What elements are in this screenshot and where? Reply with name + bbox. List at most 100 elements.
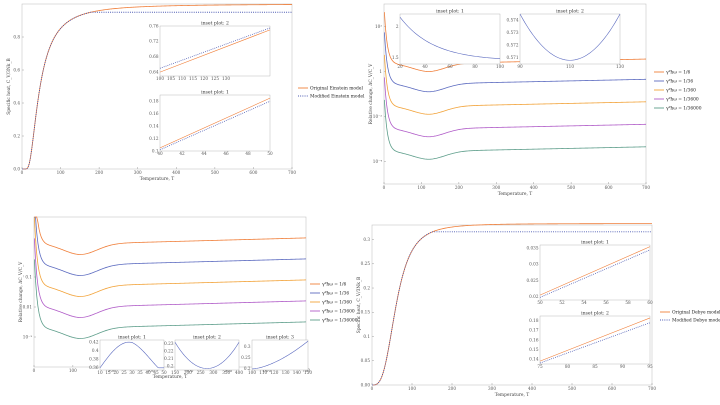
legend-label: γ²ħω = 1/36000 <box>666 106 702 112</box>
inset-x-tick: 150 <box>304 370 312 375</box>
series-line <box>22 4 292 170</box>
x-axis-label: Temperature, T <box>498 192 533 197</box>
inset-x-tick: 56 <box>603 300 609 305</box>
inset-x-tick: 150 <box>171 370 179 375</box>
y-tick-label: 0.0 <box>13 166 20 171</box>
inset-x-tick: 40 <box>145 370 151 375</box>
inset-plot-2: inset plot: 2 90 110 130 0.571 0.572 0.573 0.57… <box>507 9 625 70</box>
inset-x-tick: 52 <box>559 300 565 305</box>
inset-plot-2: inset plot: 2 75 80 85 90 95 0.14 0.15 0.16 0.17 0… <box>529 311 653 370</box>
inset-x-tick: 120 <box>200 76 208 81</box>
inset-y-tick: 0.21 <box>164 356 174 361</box>
x-tick-label: 200 <box>108 368 116 373</box>
inset-frame <box>519 13 621 65</box>
inset-x-tick: 115 <box>189 76 197 81</box>
legend-label: γ²ħω = 1/6 <box>666 70 691 76</box>
y-tick-label: 0.2 <box>363 285 370 290</box>
inset-y-tick: 0.76 <box>149 23 159 28</box>
x-tick-label: 100 <box>417 185 425 190</box>
legend-entry: γ²ħω = 1/36 <box>310 291 349 297</box>
inset-frame <box>539 244 651 301</box>
x-tick-label: 300 <box>492 185 500 190</box>
x-axis-label: Temperature, T <box>140 177 175 182</box>
inset-x-tick: 48 <box>245 151 251 156</box>
inset-x-tick: 400 <box>235 370 243 375</box>
inset-x-tick: 40 <box>157 151 163 156</box>
inset-x-tick: 110 <box>259 370 267 375</box>
legend-label: γ²ħω = 1/36000 <box>322 318 358 324</box>
inset-line <box>159 100 271 151</box>
panel-ratio-top: 0 100 200 300 400 500 600 700 Temperature, T 10⁻⁴… <box>369 3 702 198</box>
x-tick-label: 300 <box>147 368 155 373</box>
x-tick-label: 400 <box>530 185 538 190</box>
x-tick-label: 200 <box>455 185 463 190</box>
inset-y-tick: 0.64 <box>149 69 159 74</box>
legend-entry: Modified Debye model <box>660 319 720 324</box>
inset-y-tick: 0.02 <box>529 294 539 299</box>
inset-title: inset plot: 1 <box>436 9 464 15</box>
legend-entry: Modified Einstein model <box>298 95 365 100</box>
inset-line <box>159 29 271 73</box>
inset-x-tick: 10 <box>97 370 103 375</box>
inset-line <box>539 317 651 362</box>
ratio-top-plot: 0 100 200 300 400 500 600 700 Temperature, T 10⁻⁴… <box>369 9 702 198</box>
x-tick-label: 100 <box>57 170 65 175</box>
inset-y-tick: 0.035 <box>527 246 539 251</box>
legend-label: γ²ħω = 1/36 <box>666 79 693 85</box>
inset-x-tick: 350 <box>222 370 230 375</box>
y-tick-label: 0.8 <box>13 34 20 39</box>
inset-title: inset plot: 2 <box>556 9 584 15</box>
inset-plot-1: inset plot: 1 50 52 54 56 58 60 0.02 0.025 0.03 0.… <box>527 240 653 306</box>
inset-x-tick: 140 <box>293 370 301 375</box>
y-tick-label: 0.2 <box>13 133 20 138</box>
x-tick-label: 0 <box>33 368 36 373</box>
inset-plot-2: inset plot: 2 150 200 250 300 350 400 0.2 0.21 0.… <box>164 335 243 376</box>
legend-entry: γ²ħω = 1/3600 <box>310 309 355 315</box>
x-tick-label: 500 <box>211 170 219 175</box>
inset-y-tick: 0.4 <box>92 348 99 353</box>
x-tick-label: 700 <box>642 185 650 190</box>
x-tick-label: 600 <box>608 386 616 391</box>
inset-x-tick: 46 <box>223 151 229 156</box>
inset-x-tick: 90 <box>620 364 626 369</box>
x-tick-label: 500 <box>224 368 232 373</box>
inset-x-tick: 125 <box>211 76 219 81</box>
x-tick-label: 600 <box>605 185 613 190</box>
x-tick-label: 200 <box>95 170 103 175</box>
inset-x-tick: 85 <box>592 364 598 369</box>
inset-curve <box>399 16 501 59</box>
panel-debye: 0 100 200 300 400 500 600 700 Temperature, T 0.00… <box>357 223 720 398</box>
inset-x-tick: 44 <box>201 151 207 156</box>
legend-entry: Original Einstein model <box>298 87 363 92</box>
series-line <box>34 216 307 276</box>
inset-x-tick: 45 <box>153 370 159 375</box>
inset-title: inset plot: 1 <box>581 240 609 246</box>
inset-y-tick: 0.72 <box>149 39 159 44</box>
x-tick-label: 500 <box>568 386 576 391</box>
x-tick-label: 400 <box>528 386 536 391</box>
inset-y-tick: 0.25 <box>241 355 251 360</box>
legend-label: Original Debye model <box>672 311 720 316</box>
y-tick-label: 0.01 <box>23 304 33 309</box>
inset-plot-2: inset plot: 1 40 42 44 46 48 50 0.1 0.12 0.14 0.16… <box>149 90 273 157</box>
y-tick-label: 10⁻³ <box>23 334 33 339</box>
inset-line <box>159 97 271 149</box>
inset-plot-3: inset plot: 3 100 110 120 130 140 150 0.2 0.25 0.… <box>241 335 312 376</box>
inset-y-tick: 0.17 <box>529 328 539 333</box>
legend-label: γ²ħω = 1/360 <box>666 88 696 94</box>
x-tick-label: 700 <box>288 170 296 175</box>
debye-plot: 0 100 200 300 400 500 600 700 Temperature, T 0.00… <box>357 223 720 398</box>
inset-y-tick: 0.2 <box>167 364 174 369</box>
inset-y-tick: 0.12 <box>149 136 159 141</box>
inset-x-tick: 30 <box>129 370 135 375</box>
y-tick-label: 10² <box>375 24 382 29</box>
series-line <box>383 32 647 93</box>
inset-title: inset plot: 1 <box>201 90 229 96</box>
inset-x-tick: 110 <box>178 76 186 81</box>
inset-x-tick: 90 <box>517 64 523 69</box>
y-tick-label: 0.00 <box>361 382 371 387</box>
inset-y-tick: 0.574 <box>507 18 519 23</box>
inset-x-tick: 100 <box>156 76 164 81</box>
inset-curve <box>174 342 240 369</box>
